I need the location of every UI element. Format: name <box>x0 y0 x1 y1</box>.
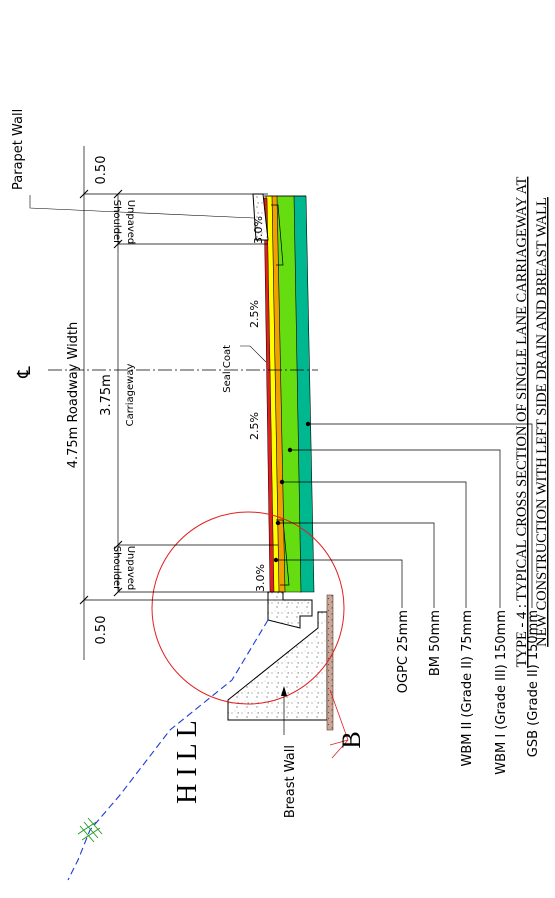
seal-coat-label: Seal Coat <box>222 345 233 393</box>
hill-label: H I L L <box>172 720 203 804</box>
seal-coat-leader <box>240 345 267 363</box>
title-line-1: TYPE - 4 : TYPICAL CROSS SECTION OF SING… <box>514 176 530 667</box>
slope-mid-bottom-label: 2.5% <box>248 412 261 440</box>
breast-wall-label: Breast Wall <box>283 745 298 818</box>
parapet-wall-label: Parapet Wall <box>11 109 26 190</box>
legend-wbm1: WBM I (Grade III) 150mm <box>494 610 509 775</box>
hill-ground-line <box>67 619 269 881</box>
carriageway-label: Carriageway <box>125 364 136 427</box>
dim-right-label: 0.50 <box>94 156 109 185</box>
slope-top-label: 3.0% <box>252 216 265 244</box>
legend-bm: BM 50mm <box>428 610 443 676</box>
pavement-layers <box>263 195 315 593</box>
legend-ogpc: OGPC 25mm <box>396 610 411 693</box>
vegetation-symbol <box>77 817 103 843</box>
carriageway-width-label: 3.75m <box>99 374 114 416</box>
unpaved-shoulder-bottom-b: Shoulder <box>111 546 122 591</box>
legend-wbm2: WBM II (Grade II) 75mm <box>460 610 475 767</box>
unpaved-shoulder-bottom-a: Unpaved <box>125 546 136 591</box>
slope-bottom-label: 3.0% <box>254 564 267 592</box>
dimension-lines <box>83 146 290 660</box>
detail-mark-b: B <box>337 731 366 748</box>
unpaved-shoulder-top-b: Shoulder <box>111 200 122 245</box>
legend-gsb: GSB (Grade II) 150mm <box>526 610 541 757</box>
roadway-width-label: 4.75m Roadway Width <box>66 322 81 469</box>
layer-leaders <box>276 423 533 608</box>
dim-left-label: 0.50 <box>94 616 109 645</box>
breast-wall-backfill <box>326 594 334 731</box>
title-line-2: NEW CONSTRUCTION WITH LEFT SIDE DRAIN AN… <box>534 197 550 647</box>
centerline-symbol: ℄ <box>14 366 35 379</box>
detail-circle <box>151 511 345 705</box>
unpaved-shoulder-top-a: Unpaved <box>125 200 136 245</box>
drain <box>267 591 313 629</box>
slope-mid-top-label: 2.5% <box>248 300 261 328</box>
drain-breast-wall <box>227 591 334 731</box>
